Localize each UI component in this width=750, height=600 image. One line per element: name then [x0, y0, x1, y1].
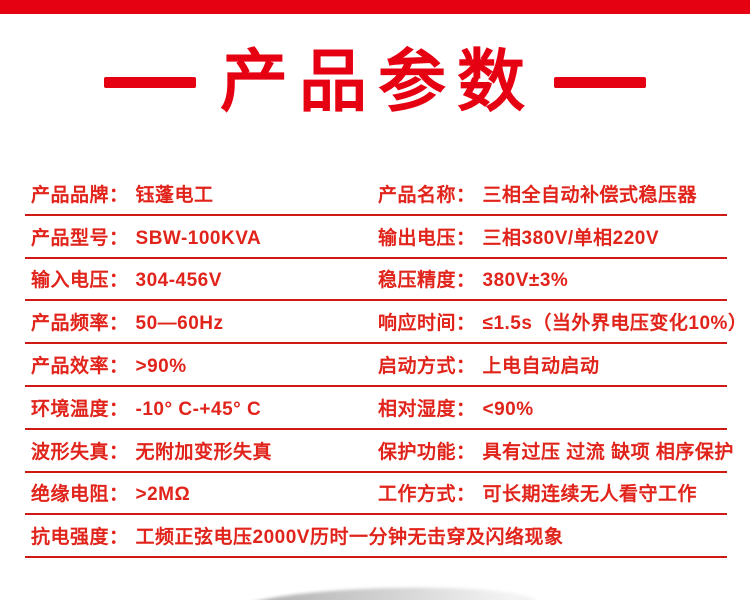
spec-value: >90% [135, 356, 187, 378]
spec-label: 产品名称： [378, 184, 476, 206]
spec-cell-protection: 保护功能： 具有过压 过流 缺项 相序保护 [378, 437, 734, 464]
spec-label: 抗电强度： [31, 527, 129, 549]
title-dash-left-icon [103, 76, 196, 88]
spec-value: 380V±3% [482, 270, 569, 292]
spec-label: 相对湿度： [378, 398, 476, 420]
spec-label: 工作方式： [378, 484, 476, 506]
spec-value: -10° C-+45° C [135, 398, 262, 420]
table-row: 抗电强度： 工频正弦电压2000V历时一分钟无击穿及闪络现象 [25, 515, 727, 559]
spec-value: 工频正弦电压2000V历时一分钟无击穿及闪络现象 [135, 527, 564, 549]
spec-value: 钰蓬电工 [135, 184, 214, 206]
spec-value: <90% [482, 398, 534, 420]
spec-label: 保护功能： [378, 441, 476, 463]
page-title: 产品参数 [0, 40, 750, 124]
table-row: 产品型号： SBW-100KVA 输出电压： 三相380V/单相220V [25, 216, 727, 259]
spec-cell-output-voltage: 输出电压： 三相380V/单相220V [378, 223, 727, 250]
page-title-text: 产品参数 [219, 44, 536, 120]
table-row: 绝缘电阻： >2MΩ 工作方式： 可长期连续无人看守工作 [25, 473, 727, 516]
spec-cell-response-time: 响应时间： ≤1.5s（当外界电压变化10%） [378, 308, 747, 335]
spec-cell-insulation-resistance: 绝缘电阻： >2MΩ [25, 479, 378, 506]
spec-label: 绝缘电阻： [31, 484, 129, 506]
spec-label: 响应时间： [378, 313, 476, 335]
spec-cell-working-mode: 工作方式： 可长期连续无人看守工作 [378, 479, 727, 506]
table-row: 输入电压： 304-456V 稳压精度： 380V±3% [25, 259, 727, 302]
spec-value: SBW-100KVA [135, 227, 262, 249]
spec-value: 无附加变形失真 [135, 441, 273, 463]
spec-cell-ambient-temperature: 环境温度： -10° C-+45° C [25, 394, 378, 421]
spec-label: 产品品牌： [31, 184, 129, 206]
spec-value: 三相380V/单相220V [482, 227, 660, 249]
spec-cell-input-voltage: 输入电压： 304-456V [25, 265, 378, 292]
bottom-card-edge-shadow [237, 584, 539, 600]
spec-cell-efficiency: 产品效率： >90% [25, 351, 378, 378]
spec-cell-waveform-distortion: 波形失真： 无附加变形失真 [25, 437, 378, 464]
spec-cell-brand: 产品品牌： 钰蓬电工 [25, 180, 378, 207]
spec-label: 启动方式： [378, 356, 476, 378]
table-row: 波形失真： 无附加变形失真 保护功能： 具有过压 过流 缺项 相序保护 [25, 430, 733, 473]
spec-label: 环境温度： [31, 398, 129, 420]
table-row: 产品效率： >90% 启动方式： 上电自动启动 [25, 344, 727, 387]
spec-label: 波形失真： [31, 441, 129, 463]
spec-value: 具有过压 过流 缺项 相序保护 [482, 441, 734, 463]
spec-label: 产品效率： [31, 356, 129, 378]
spec-cell-frequency: 产品频率： 50—60Hz [25, 308, 378, 335]
spec-label: 输出电压： [378, 227, 476, 249]
spec-label: 稳压精度： [378, 270, 476, 292]
spec-cell-startup-mode: 启动方式： 上电自动启动 [378, 351, 727, 378]
spec-value: >2MΩ [135, 484, 191, 506]
spec-cell-product-name: 产品名称： 三相全自动补偿式稳压器 [378, 180, 727, 207]
spec-label: 产品型号： [31, 227, 129, 249]
spec-label: 输入电压： [31, 270, 129, 292]
table-row: 产品品牌： 钰蓬电工 产品名称： 三相全自动补偿式稳压器 [25, 173, 727, 216]
spec-value: 可长期连续无人看守工作 [482, 484, 698, 506]
spec-table: 产品品牌： 钰蓬电工 产品名称： 三相全自动补偿式稳压器 产品型号： SBW-1… [25, 173, 747, 559]
table-row: 产品频率： 50—60Hz 响应时间： ≤1.5s（当外界电压变化10%） [25, 301, 747, 345]
spec-cell-regulation-accuracy: 稳压精度： 380V±3% [378, 265, 727, 292]
spec-cell-model: 产品型号： SBW-100KVA [25, 223, 378, 250]
spec-value: ≤1.5s（当外界电压变化10%） [482, 313, 748, 335]
spec-value: 三相全自动补偿式稳压器 [482, 184, 698, 206]
spec-cell-relative-humidity: 相对湿度： <90% [378, 394, 727, 421]
spec-value: 50—60Hz [135, 313, 224, 335]
top-red-bar [0, 0, 750, 14]
spec-value: 304-456V [135, 270, 222, 292]
table-row: 环境温度： -10° C-+45° C 相对湿度： <90% [25, 387, 727, 430]
spec-label: 产品频率： [31, 313, 129, 335]
spec-cell-dielectric-strength: 抗电强度： 工频正弦电压2000V历时一分钟无击穿及闪络现象 [25, 522, 727, 549]
spec-value: 上电自动启动 [482, 356, 600, 378]
title-dash-right-icon [554, 76, 646, 88]
